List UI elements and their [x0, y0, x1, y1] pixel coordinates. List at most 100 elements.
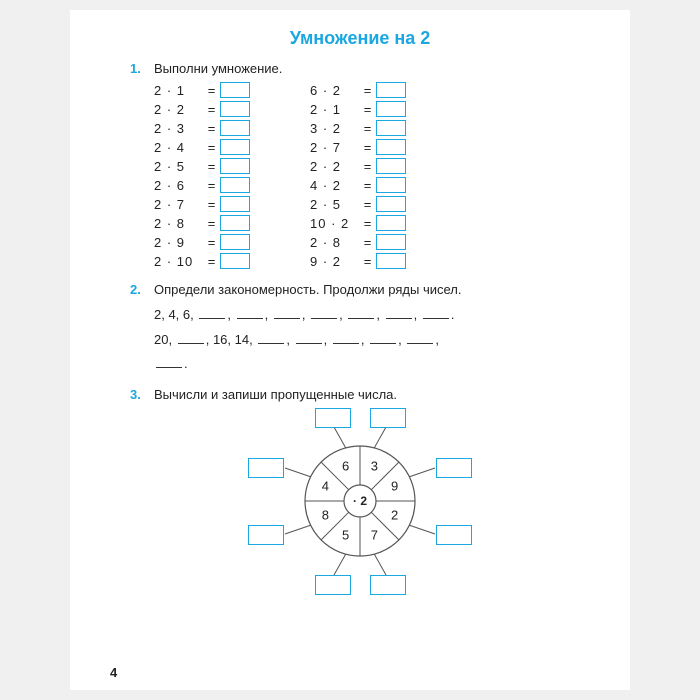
task-1-left-column: 2 · 1=2 · 2=2 · 3=2 · 4=2 · 5=2 · 6=2 · …	[154, 82, 250, 272]
fill-blank[interactable]	[178, 333, 204, 344]
answer-box[interactable]	[376, 234, 406, 250]
fill-blank[interactable]	[156, 357, 182, 368]
sequence-row-3: .	[154, 352, 590, 377]
fill-blank[interactable]	[237, 308, 263, 319]
answer-box[interactable]	[220, 120, 250, 136]
wheel-sector-value: 6	[342, 458, 349, 473]
equation-row: 9 · 2=	[310, 253, 406, 269]
equals-sign: =	[204, 254, 220, 269]
equals-sign: =	[360, 254, 376, 269]
fill-blank[interactable]	[423, 308, 449, 319]
page-number: 4	[110, 665, 117, 680]
answer-box[interactable]	[220, 158, 250, 174]
answer-box[interactable]	[376, 82, 406, 98]
answer-box[interactable]	[376, 139, 406, 155]
wheel-answer-box[interactable]	[248, 525, 284, 545]
answer-box[interactable]	[376, 253, 406, 269]
task-2: 2. Определи закономерность. Продолжи ряд…	[130, 282, 590, 377]
task-1-head: 1. Выполни умножение.	[130, 61, 590, 76]
sequence-row-2: 20, , 16, 14, , , , , ,	[154, 328, 590, 353]
equation-expression: 2 · 1	[310, 102, 360, 117]
answer-box[interactable]	[376, 101, 406, 117]
answer-box[interactable]	[220, 139, 250, 155]
answer-box[interactable]	[220, 101, 250, 117]
equation-row: 2 · 7=	[154, 196, 250, 212]
fill-blank[interactable]	[333, 333, 359, 344]
equation-expression: 2 · 5	[154, 159, 204, 174]
task-2-number: 2.	[130, 282, 144, 297]
equation-expression: 10 · 2	[310, 216, 360, 231]
answer-box[interactable]	[220, 82, 250, 98]
seq1-start: 2, 4, 6,	[154, 307, 194, 322]
equation-expression: 2 · 7	[154, 197, 204, 212]
worksheet-page: Умножение на 2 1. Выполни умножение. 2 ·…	[70, 10, 630, 690]
wheel-sector-value: 9	[391, 479, 398, 494]
equals-sign: =	[204, 83, 220, 98]
equation-row: 2 · 10=	[154, 253, 250, 269]
task-3-prompt: Вычисли и запиши пропущенные числа.	[154, 387, 397, 402]
task-2-prompt: Определи закономерность. Продолжи ряды ч…	[154, 282, 462, 297]
wheel-answer-box[interactable]	[370, 408, 406, 428]
equation-expression: 3 · 2	[310, 121, 360, 136]
equation-expression: 2 · 7	[310, 140, 360, 155]
answer-box[interactable]	[376, 196, 406, 212]
wheel-answer-box[interactable]	[436, 525, 472, 545]
answer-box[interactable]	[220, 196, 250, 212]
equation-expression: 2 · 8	[154, 216, 204, 231]
equation-expression: 2 · 1	[154, 83, 204, 98]
equation-row: 2 · 7=	[310, 139, 406, 155]
wheel-center-label: · 2	[353, 494, 367, 508]
page-title: Умножение на 2	[130, 28, 590, 49]
equals-sign: =	[360, 102, 376, 117]
task-1: 1. Выполни умножение. 2 · 1=2 · 2=2 · 3=…	[130, 61, 590, 272]
equation-row: 3 · 2=	[310, 120, 406, 136]
equals-sign: =	[204, 216, 220, 231]
fill-blank[interactable]	[407, 333, 433, 344]
wheel-sector-value: 5	[342, 528, 349, 543]
equation-row: 2 · 2=	[154, 101, 250, 117]
answer-box[interactable]	[376, 120, 406, 136]
wheel-answer-box[interactable]	[315, 408, 351, 428]
wheel-svg: · 239275846	[230, 410, 490, 610]
equals-sign: =	[360, 83, 376, 98]
equation-expression: 2 · 2	[154, 102, 204, 117]
answer-box[interactable]	[220, 177, 250, 193]
fill-blank[interactable]	[370, 333, 396, 344]
wheel-answer-box[interactable]	[370, 575, 406, 595]
wheel-sector-value: 2	[391, 507, 398, 522]
equals-sign: =	[360, 159, 376, 174]
fill-blank[interactable]	[258, 333, 284, 344]
equation-row: 10 · 2=	[310, 215, 406, 231]
fill-blank[interactable]	[199, 308, 225, 319]
wheel-answer-box[interactable]	[315, 575, 351, 595]
answer-box[interactable]	[376, 215, 406, 231]
fill-blank[interactable]	[386, 308, 412, 319]
answer-box[interactable]	[220, 253, 250, 269]
equation-expression: 2 · 6	[154, 178, 204, 193]
task-1-right-column: 6 · 2=2 · 1=3 · 2=2 · 7=2 · 2=4 · 2=2 · …	[310, 82, 406, 272]
answer-box[interactable]	[220, 234, 250, 250]
fill-blank[interactable]	[274, 308, 300, 319]
equation-row: 2 · 3=	[154, 120, 250, 136]
answer-box[interactable]	[220, 215, 250, 231]
task-3-number: 3.	[130, 387, 144, 402]
seq2-mid: 16, 14,	[213, 332, 253, 347]
sequence-row-1: 2, 4, 6, , , , , , , .	[154, 303, 590, 328]
task-2-body: 2, 4, 6, , , , , , , . 20, , 16, 14, , ,…	[130, 303, 590, 377]
equation-expression: 2 · 5	[310, 197, 360, 212]
fill-blank[interactable]	[296, 333, 322, 344]
fill-blank[interactable]	[348, 308, 374, 319]
wheel-sector-value: 4	[322, 479, 329, 494]
wheel-answer-box[interactable]	[436, 458, 472, 478]
equation-row: 2 · 5=	[154, 158, 250, 174]
wheel-answer-box[interactable]	[248, 458, 284, 478]
equals-sign: =	[360, 121, 376, 136]
equals-sign: =	[360, 178, 376, 193]
equals-sign: =	[204, 159, 220, 174]
fill-blank[interactable]	[311, 308, 337, 319]
answer-box[interactable]	[376, 177, 406, 193]
equation-expression: 2 · 3	[154, 121, 204, 136]
answer-box[interactable]	[376, 158, 406, 174]
equation-row: 2 · 8=	[310, 234, 406, 250]
equation-expression: 9 · 2	[310, 254, 360, 269]
